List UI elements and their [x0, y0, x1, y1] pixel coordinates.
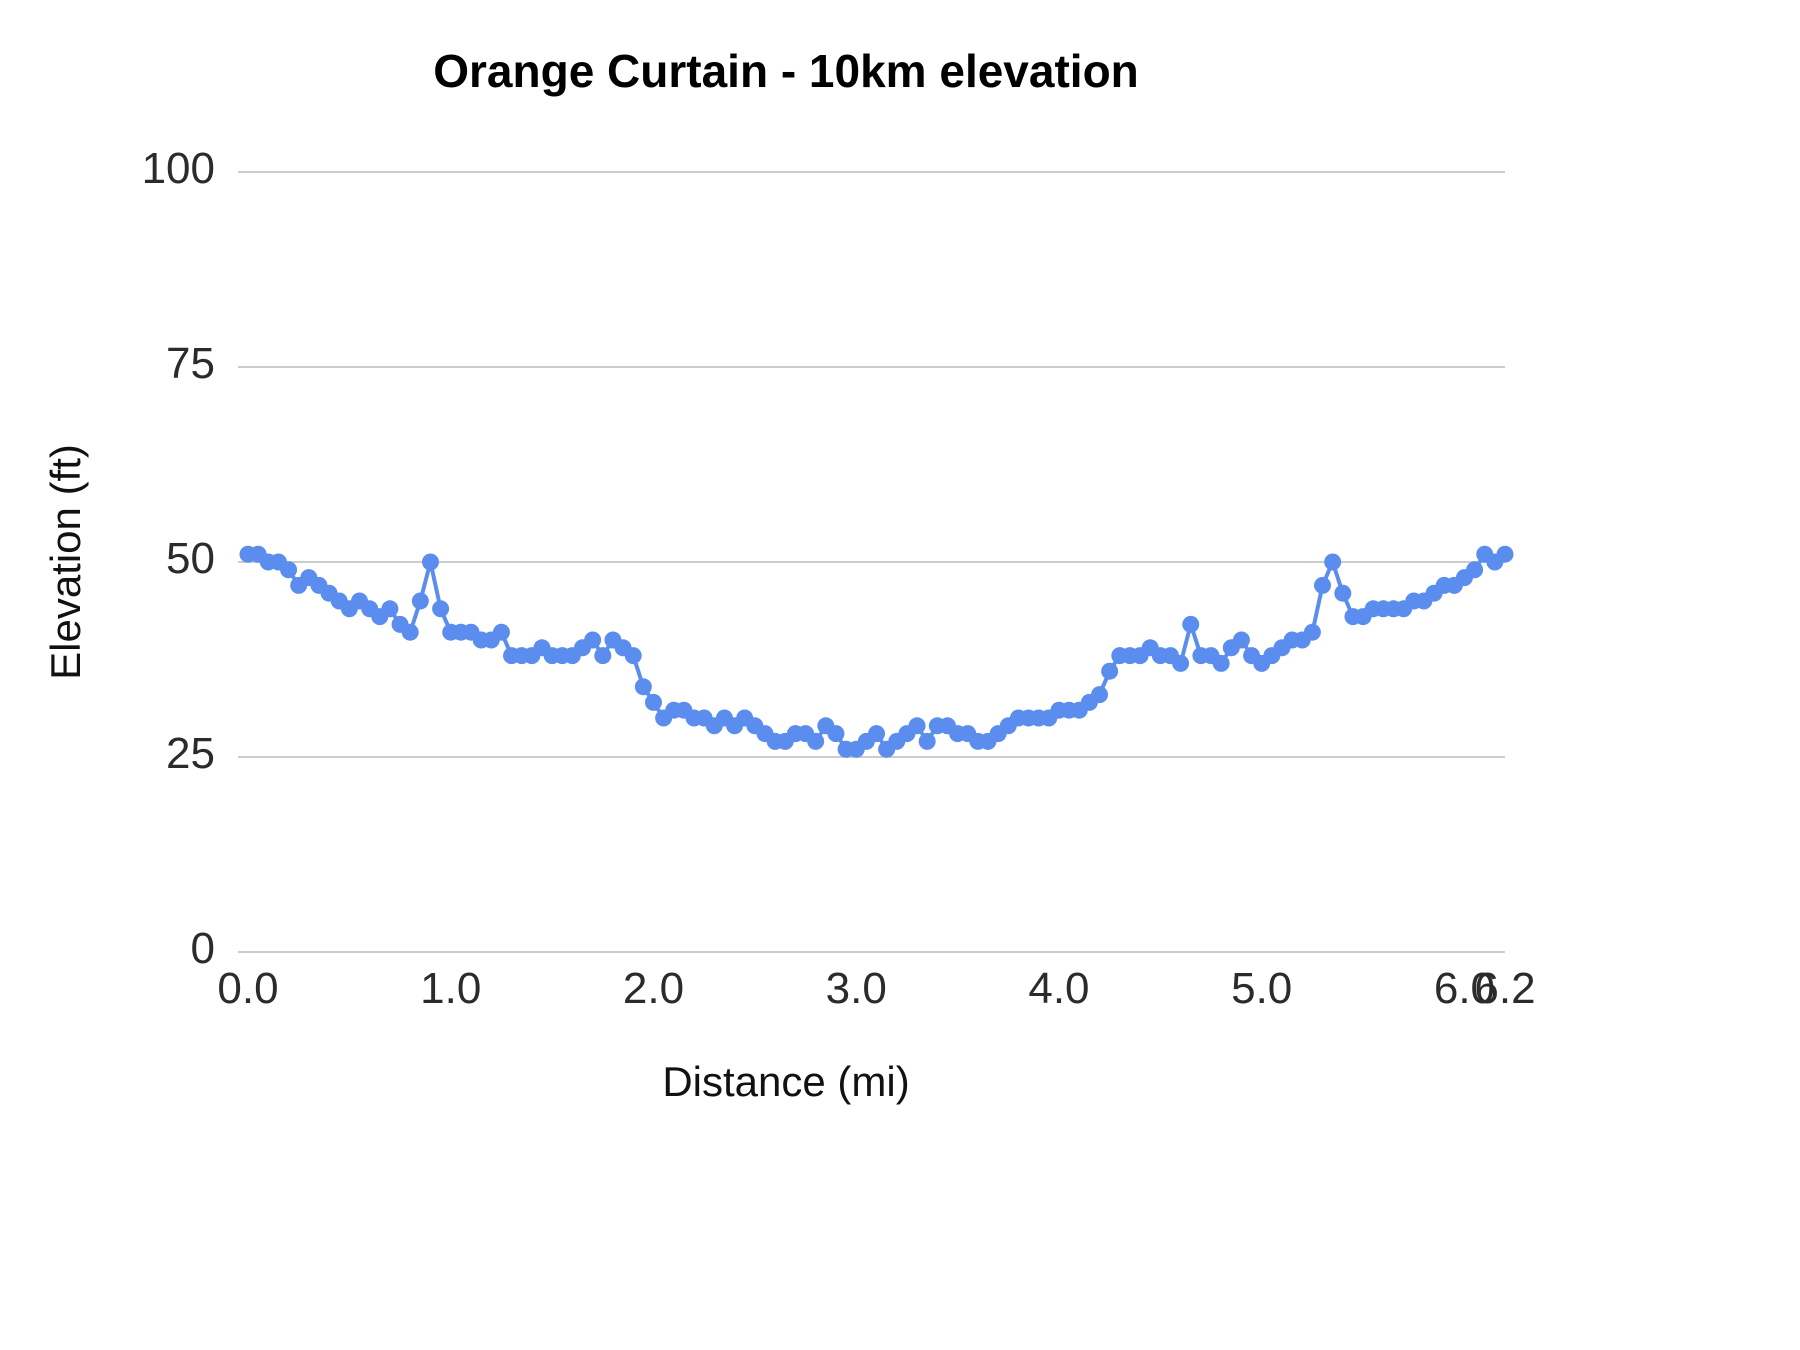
data-point: [908, 717, 926, 735]
data-point: [827, 725, 845, 743]
x-tick-label: 5.0: [1231, 964, 1293, 1013]
x-tick-label: 6.0: [1433, 964, 1496, 1013]
x-tick-label: 2.0: [622, 964, 685, 1013]
x-axis-label: Distance (mi): [662, 1058, 910, 1105]
data-point: [1324, 553, 1342, 571]
data-point: [280, 561, 298, 579]
data-point: [1314, 576, 1332, 594]
data-point: [1334, 584, 1352, 602]
data-point: [1496, 545, 1514, 563]
y-tick-label: 25: [166, 729, 215, 778]
x-tick-label: 0.0: [217, 964, 279, 1013]
data-point: [421, 553, 439, 571]
data-point: [1101, 662, 1119, 680]
data-point: [1212, 654, 1230, 672]
y-tick-label: 75: [166, 339, 215, 388]
y-tick-label: 100: [141, 144, 215, 193]
y-tick-label: 50: [166, 534, 215, 583]
x-tick-label: 1.0: [420, 964, 482, 1013]
data-point: [584, 631, 602, 649]
x-tick-label: 3.0: [825, 964, 887, 1013]
data-point: [1182, 615, 1200, 633]
data-point: [381, 600, 399, 618]
data-point: [1172, 654, 1190, 672]
data-point: [634, 678, 652, 696]
data-point: [594, 647, 612, 665]
data-point: [1232, 631, 1250, 649]
data-point: [432, 600, 450, 618]
data-point: [807, 732, 825, 750]
x-tick-label: 6.2: [1474, 964, 1536, 1013]
data-point: [1303, 623, 1321, 641]
data-point: [411, 592, 429, 610]
data-point: [401, 623, 419, 641]
data-point: [1091, 686, 1109, 704]
data-point: [868, 725, 885, 743]
x-tick-label: 4.0: [1028, 964, 1090, 1013]
data-point: [624, 647, 642, 665]
chart-title: Orange Curtain - 10km elevation: [433, 45, 1139, 97]
data-point: [1466, 561, 1484, 579]
data-point: [918, 732, 936, 750]
data-point: [644, 693, 662, 711]
y-tick-label: 0: [190, 924, 215, 973]
data-point: [492, 623, 510, 641]
